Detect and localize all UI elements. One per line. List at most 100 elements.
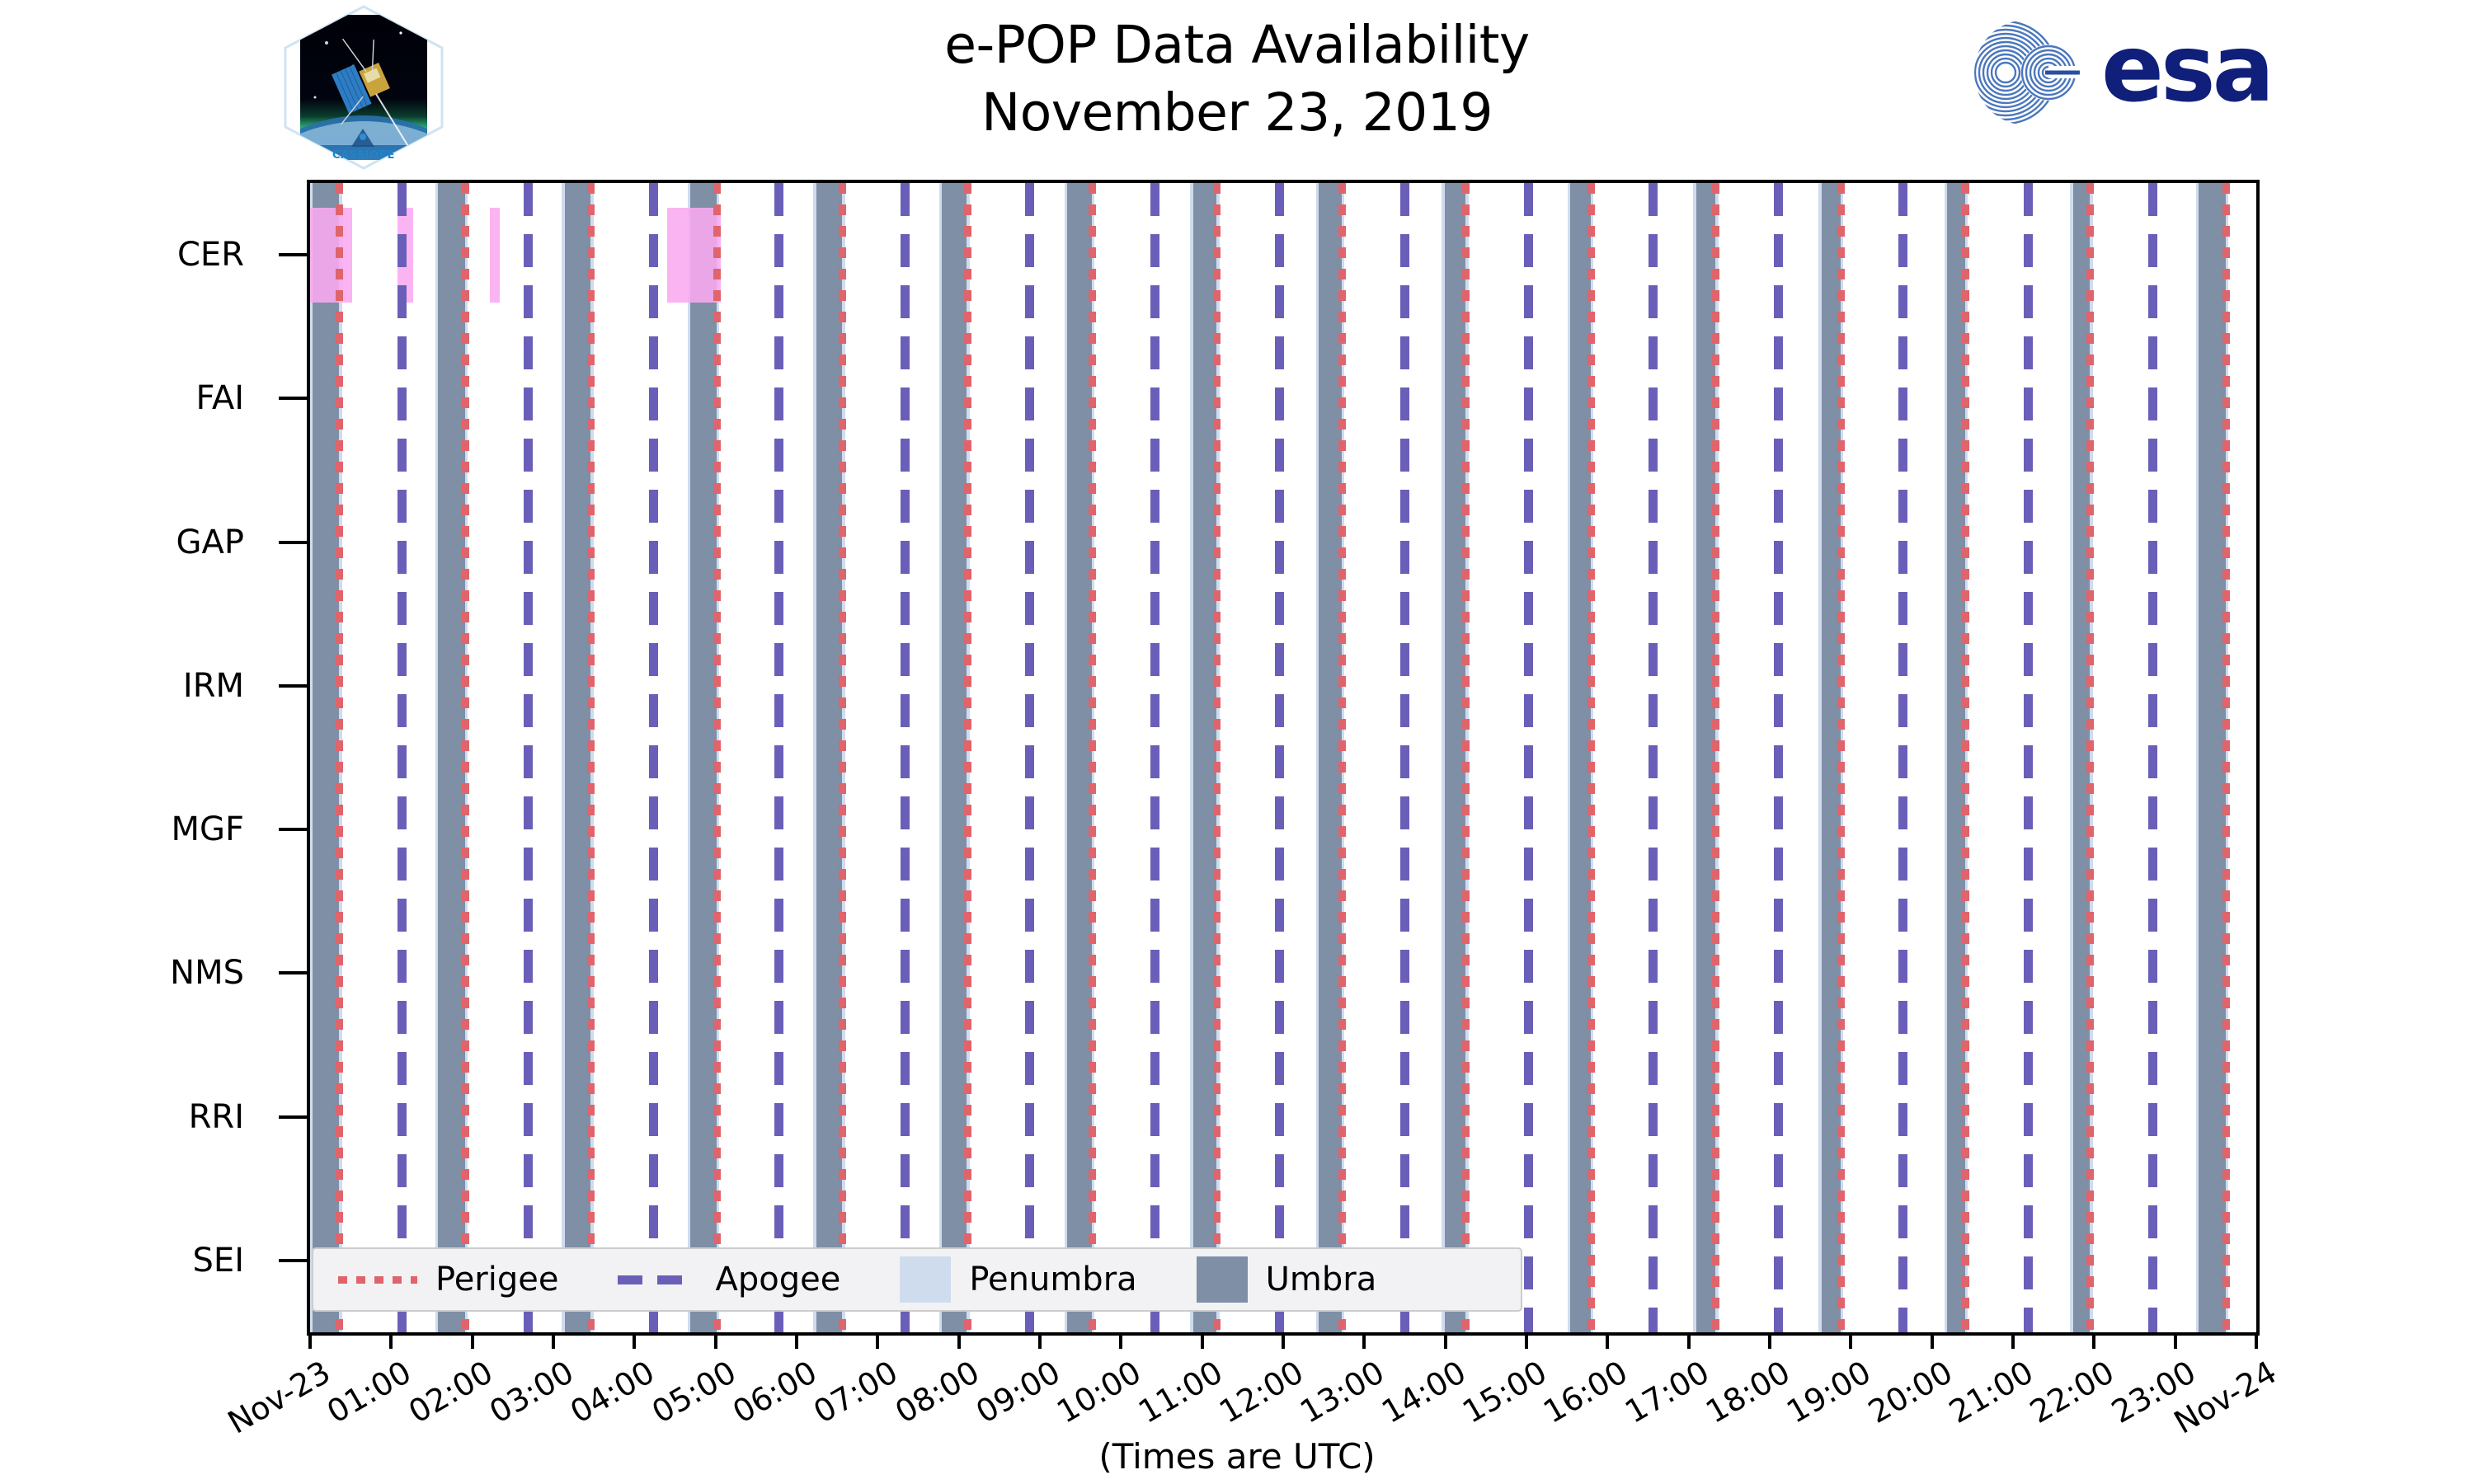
x-tick-label: 20:00 bbox=[1861, 1354, 1959, 1430]
x-tick-label: 14:00 bbox=[1375, 1354, 1472, 1430]
x-tick-mark bbox=[633, 1336, 637, 1349]
legend-item-label: Apogee bbox=[715, 1261, 841, 1298]
legend-item-label: Penumbra bbox=[969, 1261, 1137, 1298]
perigee-line bbox=[963, 183, 971, 1332]
apogee-line bbox=[1649, 183, 1658, 1332]
x-tick-label: 07:00 bbox=[807, 1354, 905, 1430]
apogee-line bbox=[1523, 183, 1533, 1332]
apogee-line bbox=[523, 183, 533, 1332]
legend-item-label: Perigee bbox=[435, 1261, 559, 1298]
x-tick-label: 22:00 bbox=[2024, 1354, 2121, 1430]
legend-item-label: Umbra bbox=[1265, 1261, 1377, 1298]
x-tick-label: 15:00 bbox=[1456, 1354, 1553, 1430]
x-tick-label: 09:00 bbox=[970, 1354, 1066, 1430]
umbra-band bbox=[438, 183, 465, 1332]
cassiope-logo-caption: CASSIOPE bbox=[332, 149, 395, 162]
x-tick-mark bbox=[876, 1336, 880, 1349]
chart-title-block: e-POP Data Availability November 23, 201… bbox=[825, 12, 1649, 147]
perigee-line bbox=[713, 183, 721, 1332]
data-availability-bar bbox=[666, 207, 721, 303]
perigee-line bbox=[1213, 183, 1221, 1332]
x-tick-label: 18:00 bbox=[1700, 1354, 1796, 1430]
umbra-band bbox=[312, 183, 340, 1332]
x-tick-mark bbox=[1200, 1336, 1204, 1349]
x-tick-label: 11:00 bbox=[1131, 1354, 1229, 1430]
y-tick-mark bbox=[279, 828, 307, 832]
umbra-band bbox=[816, 183, 843, 1332]
umbra-band bbox=[1947, 183, 1965, 1332]
legend-item-umbra[interactable]: Umbra bbox=[1196, 1256, 1377, 1303]
x-tick-mark bbox=[1768, 1336, 1771, 1349]
x-tick-mark bbox=[1038, 1336, 1042, 1349]
y-tick-label-fai: FAI bbox=[195, 379, 245, 418]
esa-logo: esa bbox=[1963, 15, 2326, 130]
data-availability-bar bbox=[310, 207, 353, 303]
umbra-band bbox=[2199, 183, 2226, 1332]
x-tick-label: 21:00 bbox=[1943, 1354, 2039, 1430]
umbra-band bbox=[564, 183, 591, 1332]
perigee-line bbox=[1961, 183, 1969, 1332]
page-header: CASSIOPE e-POP Data Availability Novembe… bbox=[0, 0, 2474, 175]
perigee-line bbox=[2222, 183, 2230, 1332]
x-tick-label: 19:00 bbox=[1780, 1354, 1878, 1430]
x-tick-label: 02:00 bbox=[402, 1354, 499, 1430]
x-tick-label: 06:00 bbox=[727, 1354, 823, 1430]
cassiope-logo: CASSIOPE bbox=[277, 5, 450, 170]
apogee-line bbox=[1150, 183, 1159, 1332]
plot-area bbox=[307, 180, 2260, 1336]
x-tick-label: 10:00 bbox=[1051, 1354, 1148, 1430]
x-tick-label: 17:00 bbox=[1618, 1354, 1715, 1430]
umbra-band bbox=[1444, 183, 1466, 1332]
umbra-band bbox=[690, 183, 717, 1332]
perigee-line bbox=[1462, 183, 1470, 1332]
x-tick-mark bbox=[470, 1336, 474, 1349]
legend-color-swatch-icon bbox=[1196, 1256, 1248, 1303]
y-tick-label-rri: RRI bbox=[188, 1097, 244, 1136]
apogee-line bbox=[2023, 183, 2033, 1332]
x-tick-mark bbox=[1282, 1336, 1285, 1349]
x-tick-label: 03:00 bbox=[483, 1354, 580, 1430]
legend-item-apogee[interactable]: Apogee bbox=[618, 1261, 840, 1298]
x-tick-mark bbox=[552, 1336, 555, 1349]
data-availability-bar bbox=[490, 207, 501, 303]
apogee-line bbox=[2148, 183, 2158, 1332]
plot-inner-canvas bbox=[310, 183, 2256, 1332]
legend-item-penumbra[interactable]: Penumbra bbox=[900, 1256, 1137, 1303]
apogee-line bbox=[397, 183, 407, 1332]
umbra-band bbox=[942, 183, 967, 1332]
perigee-line bbox=[1712, 183, 1720, 1332]
y-tick-mark bbox=[279, 1115, 307, 1119]
x-tick-mark bbox=[1930, 1336, 1934, 1349]
perigee-line bbox=[461, 183, 469, 1332]
x-axis-title: (Times are UTC) bbox=[1098, 1436, 1376, 1477]
x-tick-label: 08:00 bbox=[888, 1354, 985, 1430]
legend-dashed-line-icon bbox=[618, 1275, 698, 1284]
x-tick-label: 13:00 bbox=[1294, 1354, 1391, 1430]
x-tick-mark bbox=[2173, 1336, 2177, 1349]
y-tick-mark bbox=[279, 683, 307, 688]
perigee-line bbox=[2086, 183, 2095, 1332]
perigee-line bbox=[1587, 183, 1595, 1332]
x-tick-mark bbox=[1525, 1336, 1528, 1349]
y-tick-label-cer: CER bbox=[177, 236, 244, 275]
x-tick-mark bbox=[2092, 1336, 2096, 1349]
legend-dotted-line-icon bbox=[338, 1275, 417, 1284]
perigee-line bbox=[587, 183, 595, 1332]
perigee-line bbox=[1338, 183, 1346, 1332]
apogee-line bbox=[1773, 183, 1783, 1332]
umbra-band bbox=[1570, 183, 1591, 1332]
x-tick-label: Nov-23 bbox=[221, 1354, 336, 1441]
x-tick-mark bbox=[1443, 1336, 1447, 1349]
umbra-band bbox=[1696, 183, 1716, 1332]
legend-item-perigee[interactable]: Perigee bbox=[338, 1261, 558, 1298]
x-tick-mark bbox=[1362, 1336, 1366, 1349]
chart-legend: Perigee Apogee Penumbra Umbra bbox=[312, 1247, 1522, 1312]
x-tick-mark bbox=[957, 1336, 961, 1349]
y-tick-label-irm: IRM bbox=[182, 666, 244, 705]
umbra-band bbox=[1067, 183, 1092, 1332]
apogee-line bbox=[774, 183, 784, 1332]
x-tick-mark bbox=[1606, 1336, 1610, 1349]
y-tick-mark bbox=[279, 1258, 307, 1262]
apogee-line bbox=[1025, 183, 1035, 1332]
x-tick-label: 16:00 bbox=[1537, 1354, 1634, 1430]
